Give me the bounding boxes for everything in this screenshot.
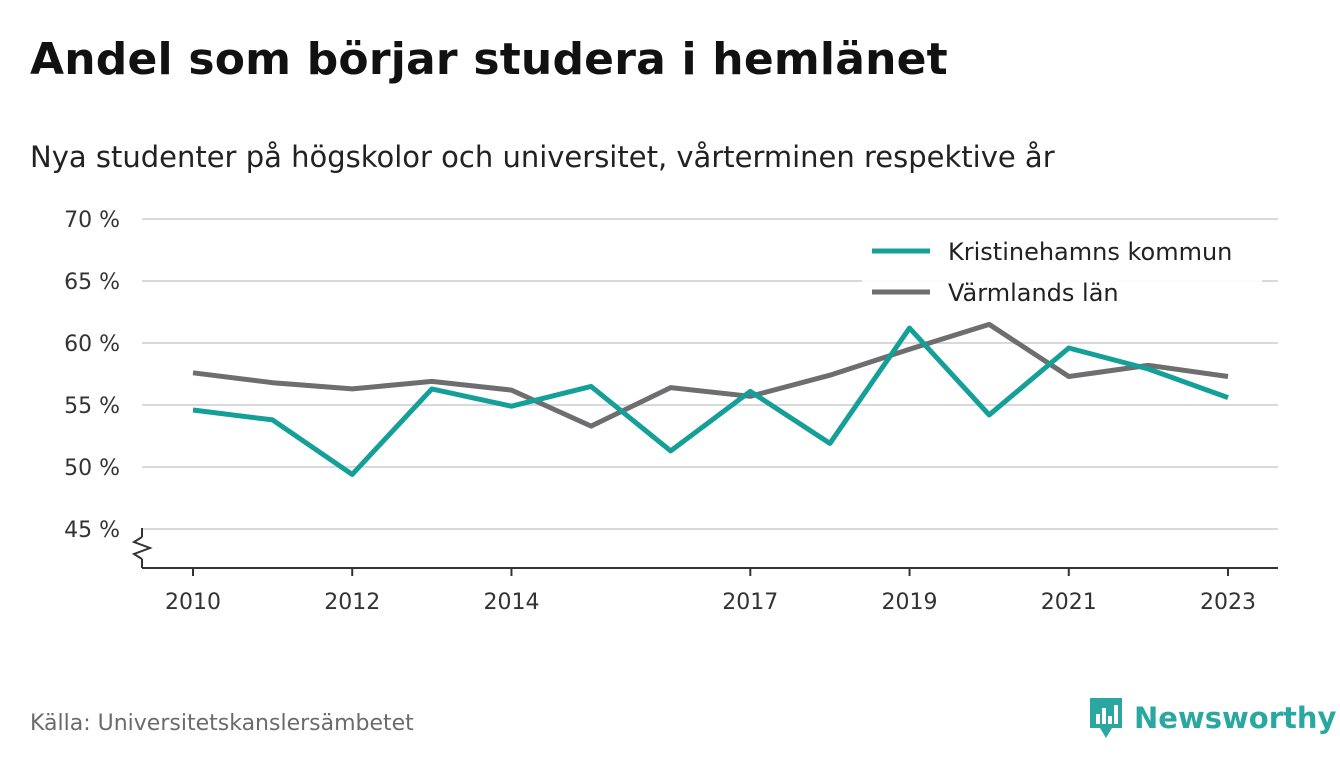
brand-logo: Newsworthy — [1088, 696, 1336, 740]
chart-title: Andel som börjar studera i hemlänet — [30, 34, 948, 85]
x-tick-label: 2017 — [722, 590, 778, 615]
legend-label: Värmlands län — [948, 279, 1119, 307]
x-tick-label: 2010 — [165, 590, 221, 615]
y-tick-label: 60 % — [64, 332, 120, 357]
y-tick-label: 50 % — [64, 456, 120, 481]
series-line — [192, 325, 1229, 477]
y-tick-label: 65 % — [64, 270, 120, 295]
x-tick-label: 2014 — [483, 590, 539, 615]
y-tick-label: 70 % — [64, 208, 120, 233]
brand-name: Newsworthy — [1134, 701, 1337, 735]
x-tick-label: 2019 — [882, 590, 938, 615]
source-note: Källa: Universitetskanslersämbetet — [30, 711, 414, 736]
x-tick-label: 2012 — [324, 590, 380, 615]
chart-subtitle: Nya studenter på högskolor och universit… — [30, 140, 1055, 174]
y-tick-label: 45 % — [64, 518, 120, 543]
legend-label: Kristinehamns kommun — [948, 238, 1232, 266]
legend-box — [862, 234, 1262, 316]
series-line — [192, 321, 1229, 429]
axis-break-icon — [131, 536, 153, 560]
x-tick-label: 2023 — [1200, 590, 1256, 615]
x-tick-label: 2021 — [1041, 590, 1097, 615]
newsworthy-logo-icon — [1090, 698, 1122, 738]
y-tick-label: 55 % — [64, 394, 120, 419]
